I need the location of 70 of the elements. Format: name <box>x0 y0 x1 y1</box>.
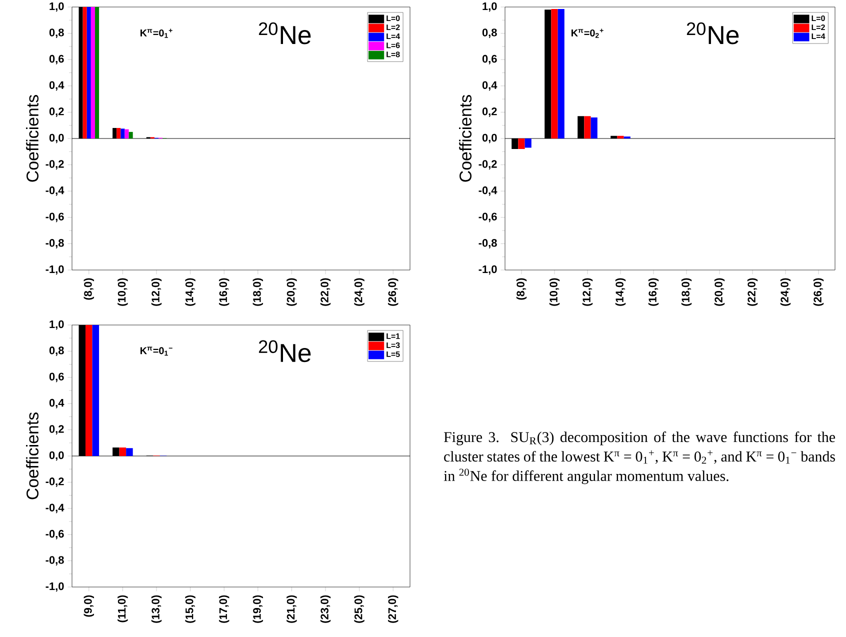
x-tick-label: (24,0) <box>354 278 364 306</box>
x-tick-label: (20,0) <box>286 278 297 306</box>
y-tick-label: -0,8 <box>478 239 497 248</box>
text: Figure 3. SU$_{R}$(3) decomposition of the wave functions for the cluster states of the lowest K$^{π}$ = 0$_{1}$$^{+}$, K$^{π}$ = 0$_{2}$$^{+}$, and K$^{π}$ = 0$_{1}$$^{−}$ bands in $^{20}$Ne for different angular momentum values. <box>444 432 836 484</box>
text: $^{20}$Ne <box>258 22 311 44</box>
y-tick-label: 0,6 <box>49 54 64 64</box>
x-tick-label: (13,0) <box>151 595 162 623</box>
y-tick-label: -0,8 <box>46 556 64 566</box>
y-tick-label: -0,4 <box>46 186 64 196</box>
x-tick-label: (8,0) <box>84 278 94 300</box>
x-tick-label: (18,0) <box>681 278 692 306</box>
x-tick-label: (11,0) <box>118 595 128 622</box>
y-tick-label: 0,2 <box>482 108 497 117</box>
y-tick-label: 0,4 <box>49 398 64 408</box>
y-tick-label: 1,0 <box>50 320 64 330</box>
x-tick-label: (14,0) <box>185 278 196 306</box>
y-tick-label: 0,0 <box>482 134 497 144</box>
y-tick-label: 0,0 <box>49 451 64 461</box>
y-tick-label: -1,0 <box>46 582 64 592</box>
y-tick-label: 0,0 <box>49 134 64 144</box>
y-axis-title: Coefficients <box>26 412 39 500</box>
x-tick-label: (12,0) <box>151 278 162 306</box>
x-tick-label: (19,0) <box>252 595 263 623</box>
text: $^{20}$Ne <box>258 340 311 362</box>
x-tick-label: (10,0) <box>549 278 560 306</box>
y-tick-label: 0,6 <box>482 54 497 64</box>
y-tick-label: 1,0 <box>50 2 64 12</box>
x-tick-label: (21,0) <box>286 595 297 623</box>
y-tick-label: 1,0 <box>482 2 497 12</box>
x-tick-label: (23,0) <box>320 595 331 623</box>
y-tick-label: 0,8 <box>49 346 64 356</box>
x-tick-label: (26,0) <box>813 278 824 306</box>
x-tick-label: (15,0) <box>185 595 196 623</box>
x-tick-label: (14,0) <box>615 278 626 306</box>
y-tick-label: -0,2 <box>46 478 64 487</box>
x-tick-label: (8,0) <box>516 278 527 300</box>
x-tick-label: (20,0) <box>714 278 725 306</box>
y-tick-label: -0,4 <box>46 504 64 514</box>
x-tick-label: (12,0) <box>582 278 593 306</box>
y-tick-label: 0,8 <box>49 28 64 38</box>
x-tick-label: (10,0) <box>118 278 128 306</box>
y-tick-label: -0,4 <box>478 186 498 196</box>
x-tick-label: (25,0) <box>354 595 364 623</box>
x-tick-label: (24,0) <box>780 278 791 306</box>
x-tick-label: (16,0) <box>218 278 230 306</box>
y-tick-label: 0,2 <box>49 425 64 434</box>
x-tick-label: (22,0) <box>320 278 331 306</box>
y-tick-label: -0,8 <box>46 239 64 248</box>
y-tick-label: -0,6 <box>478 212 497 222</box>
y-tick-label: 0,8 <box>482 28 497 38</box>
x-tick-label: (18,0) <box>252 278 263 306</box>
x-tick-label: (27,0) <box>388 595 398 623</box>
y-tick-label: 0,4 <box>482 81 498 91</box>
y-tick-label: 0,2 <box>49 108 64 117</box>
y-tick-label: 0,6 <box>49 372 64 382</box>
x-tick-label: (16,0) <box>648 278 659 306</box>
y-tick-label: -0,2 <box>46 160 64 170</box>
x-tick-label: (17,0) <box>218 595 230 623</box>
y-tick-label: -1,0 <box>478 265 497 275</box>
x-tick-label: (9,0) <box>84 595 94 617</box>
text: $^{20}$Ne <box>686 22 739 44</box>
y-tick-label: -0,6 <box>46 530 64 540</box>
y-axis-title: Coefficients <box>459 95 472 182</box>
y-tick-label: -0,2 <box>478 160 497 170</box>
y-axis-title: Coefficients <box>26 95 39 182</box>
y-tick-label: 0,4 <box>49 81 64 91</box>
y-tick-label: -1,0 <box>46 265 64 275</box>
x-tick-label: (22,0) <box>747 278 758 306</box>
x-tick-label: (26,0) <box>388 278 398 306</box>
y-tick-label: -0,6 <box>46 212 64 222</box>
